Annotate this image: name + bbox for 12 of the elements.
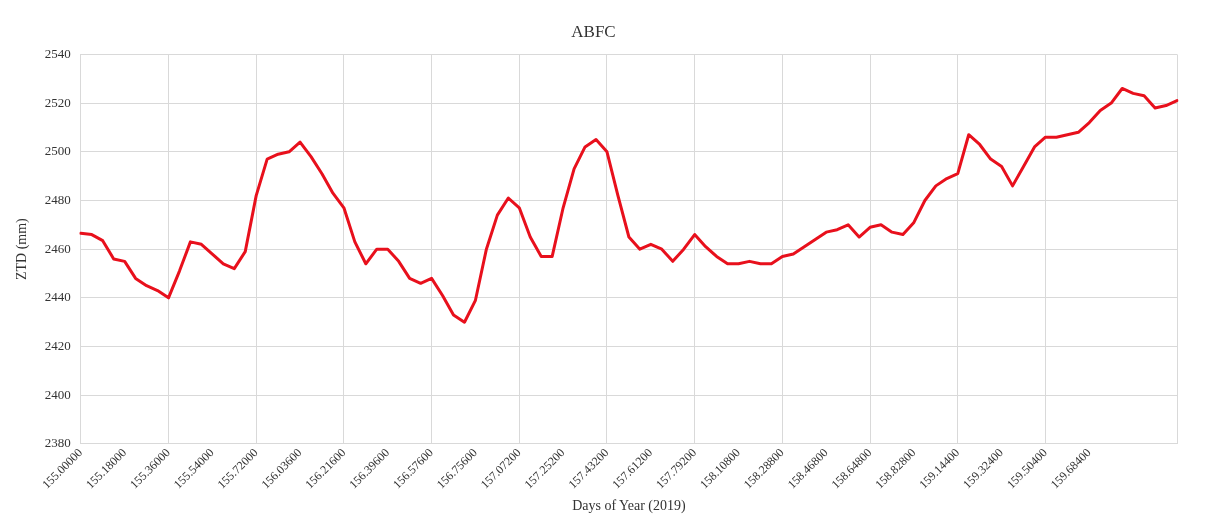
chart-title: ABFC bbox=[571, 21, 616, 41]
y-tick-label: 2500 bbox=[44, 143, 71, 159]
y-tick-label: 2440 bbox=[44, 289, 71, 305]
x-axis-title: Days of Year (2019) bbox=[572, 498, 686, 515]
y-tick-label: 2520 bbox=[44, 94, 71, 110]
y-tick-label: 2480 bbox=[44, 191, 71, 207]
y-axis-title: ZTD (mm) bbox=[14, 217, 31, 281]
y-tick-label: 2380 bbox=[44, 435, 71, 451]
y-tick-label: 2400 bbox=[44, 386, 71, 402]
y-tick-label: 2460 bbox=[44, 240, 71, 256]
y-tick-label: 2420 bbox=[44, 337, 71, 353]
y-tick-label: 2540 bbox=[44, 45, 71, 61]
